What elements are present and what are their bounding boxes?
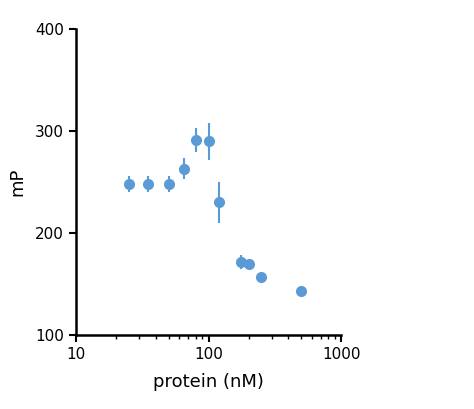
Y-axis label: mP: mP (9, 168, 27, 196)
X-axis label: protein (nM): protein (nM) (153, 373, 264, 391)
